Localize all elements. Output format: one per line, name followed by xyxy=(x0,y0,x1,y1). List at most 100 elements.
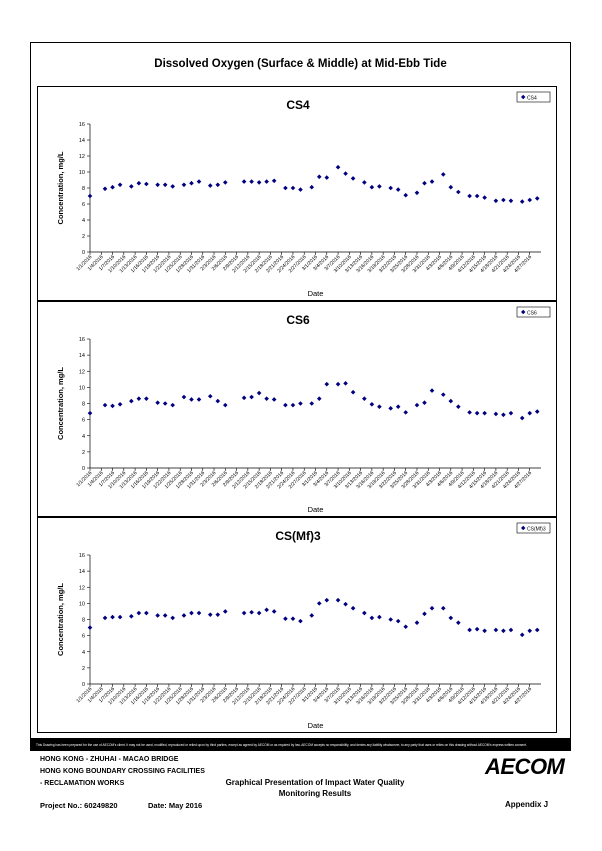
chart0-data-point xyxy=(350,176,356,181)
chart2-data-point xyxy=(388,617,393,622)
chart1-data-point xyxy=(271,397,277,402)
chart0-data-point xyxy=(215,182,221,188)
chart2-y-tick-label: 0 xyxy=(82,682,85,688)
main-title: Dissolved Oxygen (Surface & Middle) at M… xyxy=(154,58,447,70)
chart0-data-point xyxy=(501,197,506,203)
chart1-y-tick-label: 6 xyxy=(82,418,85,424)
chart1-data-point xyxy=(117,402,123,407)
chart1-legend-box xyxy=(516,306,551,318)
chart0-data-point xyxy=(456,189,461,195)
chart2-data-point xyxy=(369,615,375,621)
aecom-logo: AECOM xyxy=(485,754,565,779)
chart1-data-point xyxy=(215,398,221,404)
chart0-legend-box xyxy=(516,91,551,103)
chart2-data-point xyxy=(271,609,277,614)
chart1-data-point xyxy=(456,404,461,410)
chart2-data-point xyxy=(474,626,480,632)
chart0-data-point xyxy=(362,180,367,185)
chart2-data-point xyxy=(144,610,149,616)
chart0-data-point xyxy=(527,197,533,203)
chart0-data-point xyxy=(249,179,254,184)
project-name-line3: - RECLAMATION WORKS xyxy=(40,780,125,787)
document-date: Date: May 2016 xyxy=(148,801,203,810)
chart0-data-point xyxy=(196,179,202,184)
chart1-data-point xyxy=(162,401,168,406)
chart2-data-point xyxy=(456,620,461,626)
chart2-legend-box xyxy=(516,522,551,534)
chart0-data-point xyxy=(316,174,322,180)
chart2-y-tick-label: 14 xyxy=(79,569,85,575)
chart1-data-point xyxy=(467,410,472,415)
chart-panel-cs6: CS6 CS6 0 2 4 6 8 10 12 14 16 Concentration, mg/L 1/… xyxy=(37,301,557,517)
chart2-data-point xyxy=(309,613,315,618)
chart1-data-point xyxy=(110,403,115,409)
chart0-data-point xyxy=(223,180,228,185)
chart2-data-point xyxy=(129,613,134,619)
chart2-data-point xyxy=(117,614,123,620)
chart0-data-point xyxy=(117,182,123,188)
chart0-data-point xyxy=(534,196,540,201)
chart1-data-point xyxy=(474,410,480,416)
chart0-data-point xyxy=(369,184,375,190)
chart0-data-point xyxy=(189,180,194,186)
disclaimer-bar: This Drawing has been prepared for the u… xyxy=(30,739,571,751)
chart1-title: CS6 xyxy=(286,313,310,327)
chart1-data-point xyxy=(316,396,322,401)
chart0-data-point xyxy=(155,182,160,188)
chart0-data-point xyxy=(102,186,108,192)
chart0-data-point xyxy=(422,180,427,186)
chart2-data-point xyxy=(181,613,187,618)
chart2-data-point xyxy=(170,615,175,621)
chart0-data-point xyxy=(414,190,420,196)
chart0-data-point xyxy=(283,185,288,191)
chart0-data-point xyxy=(403,192,408,198)
chart2-data-point xyxy=(343,601,348,607)
chart2-data-point xyxy=(241,610,247,616)
chart1-data-point xyxy=(249,394,254,400)
chart2-data-point xyxy=(534,627,540,633)
chart2-data-point xyxy=(350,605,356,611)
project-name-line1: HONG KONG - ZHUHAI - MACAO BRIDGE xyxy=(40,756,179,763)
chart2-data-point xyxy=(519,632,525,638)
chart2-data-point xyxy=(249,609,254,615)
chart1-data-point xyxy=(170,402,175,408)
chart1-data-point xyxy=(508,410,514,416)
chart2-data-point xyxy=(110,614,115,620)
chart2-data-point xyxy=(223,609,228,614)
chart0-data-point xyxy=(144,181,149,187)
chart-panel-csmf3: CS(Mf)3 CS(Mf)3 0 2 4 6 8 10 12 14 16 Concentration… xyxy=(37,517,557,733)
chart1-data-point xyxy=(102,402,108,408)
chart1-y-label: Concentration, mg/L xyxy=(56,367,65,440)
chart1-data-point xyxy=(283,402,288,408)
chart1-y-tick-label: 16 xyxy=(79,337,85,343)
chart0-data-point xyxy=(388,185,393,191)
chart0-data-point xyxy=(508,198,514,204)
chart1-data-point xyxy=(388,406,393,411)
chart1-data-point xyxy=(155,400,160,405)
chart0-legend-label: CS4 xyxy=(527,95,537,101)
chart2-data-point xyxy=(508,627,514,633)
chart1-x-label: Date xyxy=(308,505,324,514)
chart1-data-point xyxy=(189,397,194,402)
chart0-data-point xyxy=(493,198,499,204)
chart1-data-point xyxy=(493,411,499,417)
chart0-y-tick-label: 10 xyxy=(79,170,85,176)
chart1-data-point xyxy=(534,409,540,414)
chart2-data-point xyxy=(189,610,194,616)
chart1-y-tick-label: 0 xyxy=(82,466,85,472)
chart0-title: CS4 xyxy=(286,98,310,112)
chart1-legend: CS6 xyxy=(516,306,551,318)
chart2-data-point xyxy=(467,627,472,633)
chart1-data-point xyxy=(256,390,262,396)
chart2-legend-marker xyxy=(521,525,526,531)
chart2-legend-label: CS(Mf)3 xyxy=(527,526,546,532)
chart0-data-point xyxy=(309,184,315,190)
chart2-y-tick-label: 4 xyxy=(82,650,85,656)
chart2-data-point xyxy=(403,624,408,630)
chart0-data-point xyxy=(162,182,168,188)
chart1-y-tick-label: 4 xyxy=(82,434,85,440)
chart1-y-tick-label: 12 xyxy=(79,369,85,375)
chart2-data-point xyxy=(501,628,506,634)
chart1-data-point xyxy=(429,388,435,393)
